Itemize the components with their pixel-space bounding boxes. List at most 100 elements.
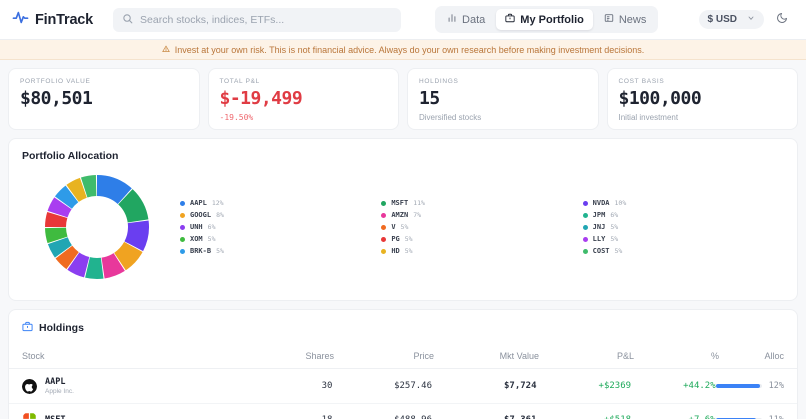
- table-row[interactable]: AAPL Apple Inc. 30 $257.46 $7,724 +$2369 +44.2…: [9, 369, 797, 404]
- legend-symbol: PG: [391, 235, 400, 243]
- risk-warning-text: Invest at your own risk. This is not fin…: [174, 44, 645, 55]
- legend-color-dot: [582, 248, 588, 254]
- legend-color-dot: [582, 212, 588, 218]
- donut-segment-aapl[interactable]: [97, 175, 132, 204]
- column-header-pl[interactable]: P&L: [616, 351, 634, 361]
- legend-item-pg[interactable]: PG 5%: [381, 233, 582, 245]
- legend-percent: 10%: [614, 199, 627, 207]
- holding-stock-cell: AAPL Apple Inc.: [22, 377, 253, 395]
- legend-percent: 8%: [216, 211, 224, 219]
- legend-color-dot: [381, 224, 387, 230]
- holding-pl: +$518: [537, 415, 631, 419]
- column-header-shares[interactable]: Shares: [305, 351, 334, 361]
- legend-item-hd[interactable]: HD 5%: [381, 245, 582, 257]
- legend-symbol: COST: [592, 247, 610, 255]
- legend-symbol: HD: [391, 247, 400, 255]
- legend-symbol: LLY: [592, 235, 606, 243]
- legend-percent: 5%: [404, 235, 413, 243]
- holdings-table-header: Stock Shares Price Mkt Value P&L % Alloc: [9, 344, 797, 369]
- donut-segment-cost[interactable]: [80, 175, 97, 198]
- legend-item-nvda[interactable]: NVDA 10%: [582, 197, 784, 209]
- pulse-line-icon: [12, 9, 29, 31]
- tab-data-label: Data: [462, 13, 486, 26]
- legend-item-msft[interactable]: MSFT 11%: [381, 197, 582, 209]
- theme-toggle-button[interactable]: [772, 10, 792, 30]
- legend-symbol: MSFT: [391, 199, 409, 207]
- legend-symbol: JNJ: [592, 223, 606, 231]
- donut-segment-amzn[interactable]: [101, 253, 125, 279]
- legend-item-xom[interactable]: XOM 5%: [180, 233, 381, 245]
- donut-segment-v[interactable]: [55, 245, 79, 270]
- holding-stock-cell: MSFT: [22, 412, 253, 419]
- legend-item-cost[interactable]: COST 5%: [582, 245, 784, 257]
- brand-logo[interactable]: FinTrack: [12, 9, 93, 31]
- legend-symbol: UNH: [190, 223, 203, 231]
- legend-item-googl[interactable]: GOOGL 8%: [180, 209, 381, 221]
- legend-item-jnj[interactable]: JNJ 5%: [582, 221, 784, 233]
- column-header-stock[interactable]: Stock: [22, 351, 45, 361]
- donut-segment-hd[interactable]: [66, 177, 87, 202]
- legend-item-jpm[interactable]: JPM 6%: [582, 209, 784, 221]
- legend-color-dot: [180, 248, 185, 254]
- holding-alloc-cell: 12%: [715, 381, 784, 391]
- allocation-legend: AAPL 12% GOOGL 8% UNH 6% XOM 5% BRK-B 5% MSFT 11% AM…: [172, 197, 784, 257]
- legend-symbol: BRK-B: [190, 247, 212, 255]
- legend-symbol: XOM: [190, 235, 203, 243]
- legend-item-amzn[interactable]: AMZN 7%: [381, 209, 582, 221]
- stat-card-total-pl: TOTAL P&L $-19,499 -19.50%: [207, 68, 399, 130]
- column-header-alloc[interactable]: Alloc: [764, 351, 784, 361]
- legend-percent: 5%: [400, 223, 409, 231]
- holding-alloc-cell: 11%: [715, 415, 784, 419]
- donut-segment-nvda[interactable]: [124, 220, 149, 252]
- chevron-down-icon: [747, 14, 755, 25]
- donut-segment-jnj[interactable]: [47, 237, 72, 258]
- legend-item-brk-b[interactable]: BRK-B 5%: [180, 245, 381, 257]
- holding-alloc-percent: 12%: [768, 381, 784, 391]
- legend-item-lly[interactable]: LLY 5%: [582, 233, 784, 245]
- legend-column-2: MSFT 11% AMZN 7% V 5% PG 5% HD 5%: [381, 197, 582, 257]
- donut-segment-lly[interactable]: [47, 197, 72, 218]
- holding-pct: +7.6%: [631, 415, 716, 419]
- stat-sub: Diversified stocks: [419, 113, 482, 122]
- tab-news-label: News: [618, 13, 647, 26]
- alloc-bar-track: [715, 384, 762, 388]
- legend-item-v[interactable]: V 5%: [381, 221, 582, 233]
- tab-news[interactable]: News: [595, 9, 656, 30]
- legend-color-dot: [180, 224, 185, 230]
- donut-segment-unh[interactable]: [67, 252, 90, 278]
- briefcase-icon: [505, 13, 515, 26]
- legend-color-dot: [582, 236, 588, 242]
- donut-segment-jpm[interactable]: [85, 257, 104, 279]
- currency-selector[interactable]: $ USD: [698, 10, 764, 29]
- donut-segment-brk-b[interactable]: [54, 185, 79, 209]
- donut-segment-googl[interactable]: [114, 241, 143, 271]
- donut-segment-xom[interactable]: [45, 227, 68, 244]
- holding-identity: AAPL Apple Inc.: [45, 377, 74, 395]
- search-input[interactable]: Search stocks, indices, ETFs...: [113, 7, 402, 32]
- alloc-bar-fill: [715, 384, 760, 388]
- holdings-header: Holdings: [9, 310, 797, 335]
- holding-pct: +44.2%: [683, 381, 716, 391]
- tab-data[interactable]: Data: [438, 9, 494, 30]
- holding-company-name: Apple Inc.: [45, 388, 74, 395]
- donut-segment-pg[interactable]: [45, 211, 68, 227]
- legend-item-aapl[interactable]: AAPL 12%: [180, 197, 381, 209]
- legend-column-3: NVDA 10% JPM 6% JNJ 5% LLY 5% COST 5%: [582, 197, 784, 257]
- legend-item-unh[interactable]: UNH 6%: [180, 221, 381, 233]
- tab-my-portfolio[interactable]: My Portfolio: [496, 9, 593, 30]
- column-header-pct[interactable]: %: [710, 351, 719, 361]
- legend-symbol: V: [391, 223, 396, 231]
- holdings-title: Holdings: [39, 322, 84, 334]
- legend-percent: 5%: [610, 235, 619, 243]
- column-header-mkt-value[interactable]: Mkt Value: [499, 351, 539, 361]
- legend-color-dot: [180, 200, 185, 206]
- column-header-price[interactable]: Price: [413, 351, 434, 361]
- legend-color-dot: [582, 224, 588, 230]
- table-row[interactable]: MSFT 18$488.96$7,361+$518+7.6% 11%: [9, 404, 797, 419]
- holding-mkt-value: $7,361: [432, 415, 537, 419]
- top-navigation-bar: FinTrack Search stocks, indices, ETFs...…: [0, 0, 806, 40]
- holdings-table-body: AAPL Apple Inc. 30 $257.46 $7,724 +$2369 +44.2…: [9, 369, 797, 419]
- stat-cards-row: PORTFOLIO VALUE $80,501 TOTAL P&L $-19,4…: [8, 68, 798, 130]
- donut-segment-msft[interactable]: [118, 189, 149, 223]
- portfolio-allocation-card: Portfolio Allocation AAPL 12% GOOGL 8% UNH 6%…: [8, 138, 798, 301]
